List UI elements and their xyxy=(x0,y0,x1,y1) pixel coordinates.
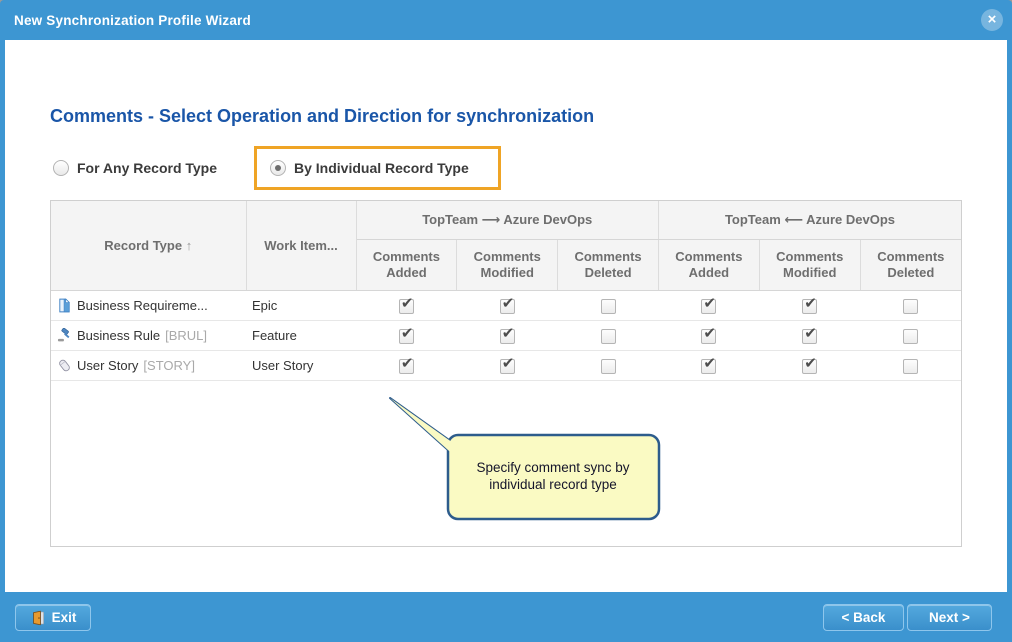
back-button[interactable]: < Back xyxy=(823,604,904,631)
checkbox[interactable] xyxy=(701,324,717,344)
record-type-name: User Story xyxy=(77,358,139,373)
checkbox[interactable] xyxy=(600,328,616,344)
exit-button[interactable]: Exit xyxy=(15,604,91,631)
wizard-content: Comments - Select Operation and Directio… xyxy=(5,40,1007,592)
checkbox[interactable] xyxy=(398,324,414,344)
page-title: Comments - Select Operation and Directio… xyxy=(50,106,595,126)
checkbox[interactable] xyxy=(499,324,515,344)
group-header-azure-to-topteam: TopTeam ⟵ Azure DevOps xyxy=(658,201,961,240)
footer-bar: Exit < Back Next > xyxy=(0,592,1012,642)
checkbox[interactable] xyxy=(499,354,515,374)
group-header-topteam-to-azure: TopTeam ⟶ Azure DevOps xyxy=(356,201,659,240)
record-type-tag: [STORY] xyxy=(143,358,195,373)
exit-door-icon xyxy=(30,610,46,626)
checkbox[interactable] xyxy=(701,354,717,374)
record-type-sync-table: Record Type ↑ Work Item... TopTeam ⟶ Azu… xyxy=(50,200,962,547)
column-header-comments-modified: Comments Modified xyxy=(456,239,559,291)
work-item-value: User Story xyxy=(246,350,356,381)
table-row[interactable]: User Story [STORY] User Story xyxy=(51,350,961,381)
column-header-comments-added: Comments Added xyxy=(658,239,760,291)
record-type-tag: [BRUL] xyxy=(165,328,208,343)
checkbox[interactable] xyxy=(499,294,515,314)
record-type-name: Business Rule xyxy=(77,328,161,343)
radio-option-by-individual-record-type[interactable]: By Individual Record Type xyxy=(254,146,501,190)
document-icon xyxy=(57,298,72,313)
next-label: Next > xyxy=(929,610,970,625)
column-header-comments-deleted: Comments Deleted xyxy=(557,239,659,291)
column-header-comments-added: Comments Added xyxy=(356,239,458,291)
work-item-value: Feature xyxy=(246,320,356,351)
table-row[interactable]: Business Requireme... Epic xyxy=(51,290,961,321)
column-header-record-type[interactable]: Record Type ↑ xyxy=(51,201,247,291)
work-item-value: Epic xyxy=(246,290,356,321)
checkbox[interactable] xyxy=(701,294,717,314)
checkbox[interactable] xyxy=(802,294,818,314)
checkbox[interactable] xyxy=(398,294,414,314)
window-title: New Synchronization Profile Wizard xyxy=(14,12,251,28)
callout-text: Specify comment sync by individual recor… xyxy=(476,460,630,492)
checkbox[interactable] xyxy=(903,358,919,374)
radio-icon[interactable] xyxy=(270,160,286,176)
table-row[interactable]: Business Rule [BRUL] Feature xyxy=(51,320,961,351)
column-header-comments-modified: Comments Modified xyxy=(759,239,861,291)
checkbox[interactable] xyxy=(398,354,414,374)
exit-label: Exit xyxy=(51,610,77,625)
sort-ascending-icon: ↑ xyxy=(185,238,193,253)
scroll-icon xyxy=(57,358,72,373)
radio-label: By Individual Record Type xyxy=(294,160,469,176)
title-bar: New Synchronization Profile Wizard × xyxy=(0,0,1012,40)
next-button[interactable]: Next > xyxy=(907,604,992,631)
radio-icon[interactable] xyxy=(53,160,69,176)
checkbox[interactable] xyxy=(600,298,616,314)
checkbox[interactable] xyxy=(600,358,616,374)
checkbox[interactable] xyxy=(802,324,818,344)
checkbox[interactable] xyxy=(903,328,919,344)
close-icon[interactable]: × xyxy=(981,9,1003,31)
column-header-comments-deleted: Comments Deleted xyxy=(860,239,961,291)
back-label: < Back xyxy=(841,610,886,625)
record-type-name: Business Requireme... xyxy=(77,298,208,313)
checkbox[interactable] xyxy=(802,354,818,374)
checkbox[interactable] xyxy=(903,298,919,314)
column-header-work-item[interactable]: Work Item... xyxy=(246,201,357,291)
gavel-icon xyxy=(57,328,72,343)
radio-label: For Any Record Type xyxy=(77,160,218,176)
radio-option-any-record-type[interactable]: For Any Record Type xyxy=(53,160,217,176)
